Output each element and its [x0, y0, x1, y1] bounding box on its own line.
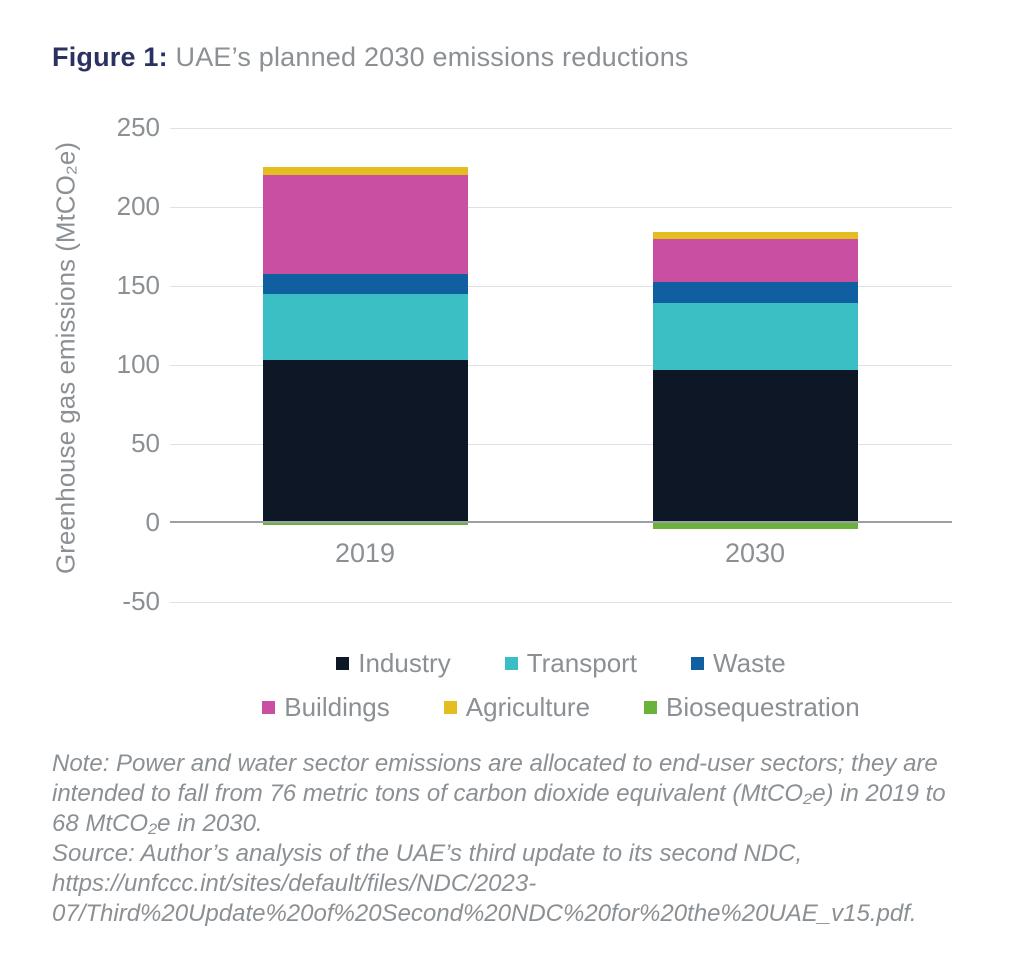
source-text: Source: Author’s analysis of the UAE’s t… [52, 840, 917, 927]
gridline [170, 286, 952, 287]
y-tick-label: 100 [116, 349, 160, 379]
legend-row: Buildings Agriculture Biosequestration [262, 692, 860, 723]
y-tick-label: 50 [131, 428, 160, 458]
figure-heading: Figure 1: UAE’s planned 2030 emissions r… [52, 42, 689, 73]
legend-label: Waste [713, 648, 786, 678]
legend-swatch-icon [443, 701, 457, 714]
chart-legend: Industry Transport Waste Buildings Agricultu… [170, 648, 952, 723]
y-tick-label: -50 [122, 586, 160, 616]
legend-item-industry: Industry [336, 648, 451, 679]
gridline [170, 128, 952, 129]
legend-swatch-icon [644, 701, 658, 714]
gridline [170, 444, 952, 445]
bar-segment-buildings-2030 [652, 239, 858, 283]
legend-row: Industry Transport Waste [336, 648, 786, 679]
legend-label: Transport [526, 648, 638, 678]
bar-segment-industry-2019 [262, 360, 468, 523]
bar-segment-industry-2030 [652, 369, 858, 523]
bar-segment-biosequestration-2019 [262, 523, 468, 525]
legend-item-biosequestration: Biosequestration [644, 692, 860, 723]
legend-item-buildings: Buildings [262, 692, 390, 723]
figure-number-label: Figure 1: [52, 42, 168, 72]
bar-segment-agriculture-2019 [262, 166, 468, 175]
bar-segment-waste-2019 [262, 274, 468, 294]
bar-segment-transport-2030 [652, 303, 858, 370]
legend-swatch-icon [691, 657, 705, 670]
zero-axis-line [170, 521, 952, 523]
gridline [170, 602, 952, 603]
gridline [170, 207, 952, 208]
bar-segment-biosequestration-2030 [652, 523, 858, 530]
bar-segment-waste-2030 [652, 282, 858, 304]
legend-swatch-icon [336, 657, 350, 670]
y-tick-label: 200 [116, 191, 160, 221]
bar-segment-transport-2019 [262, 293, 468, 361]
y-tick-label: 0 [145, 507, 160, 537]
bar-segment-buildings-2019 [262, 174, 468, 275]
y-tick-label: 150 [116, 270, 160, 300]
legend-swatch-icon [504, 657, 518, 670]
legend-label: Biosequestration [666, 692, 860, 722]
x-category-label: 2030 [724, 538, 786, 568]
figure-title: UAE’s planned 2030 emissions reductions [167, 42, 689, 72]
figure-notes: Note: Power and water sector emissions a… [52, 749, 976, 929]
legend-item-agriculture: Agriculture [443, 692, 591, 723]
legend-label: Industry [358, 648, 451, 678]
legend-item-waste: Waste [691, 648, 786, 679]
gridline [170, 365, 952, 366]
x-category-label: 2019 [334, 538, 396, 568]
y-tick-label: 250 [116, 112, 160, 142]
bar-segment-agriculture-2030 [652, 232, 858, 240]
legend-item-transport: Transport [504, 648, 638, 679]
legend-label: Buildings [284, 692, 390, 722]
note-text: Note: Power and water sector emissions a… [52, 750, 946, 837]
legend-label: Agriculture [465, 692, 591, 722]
legend-swatch-icon [262, 701, 276, 714]
